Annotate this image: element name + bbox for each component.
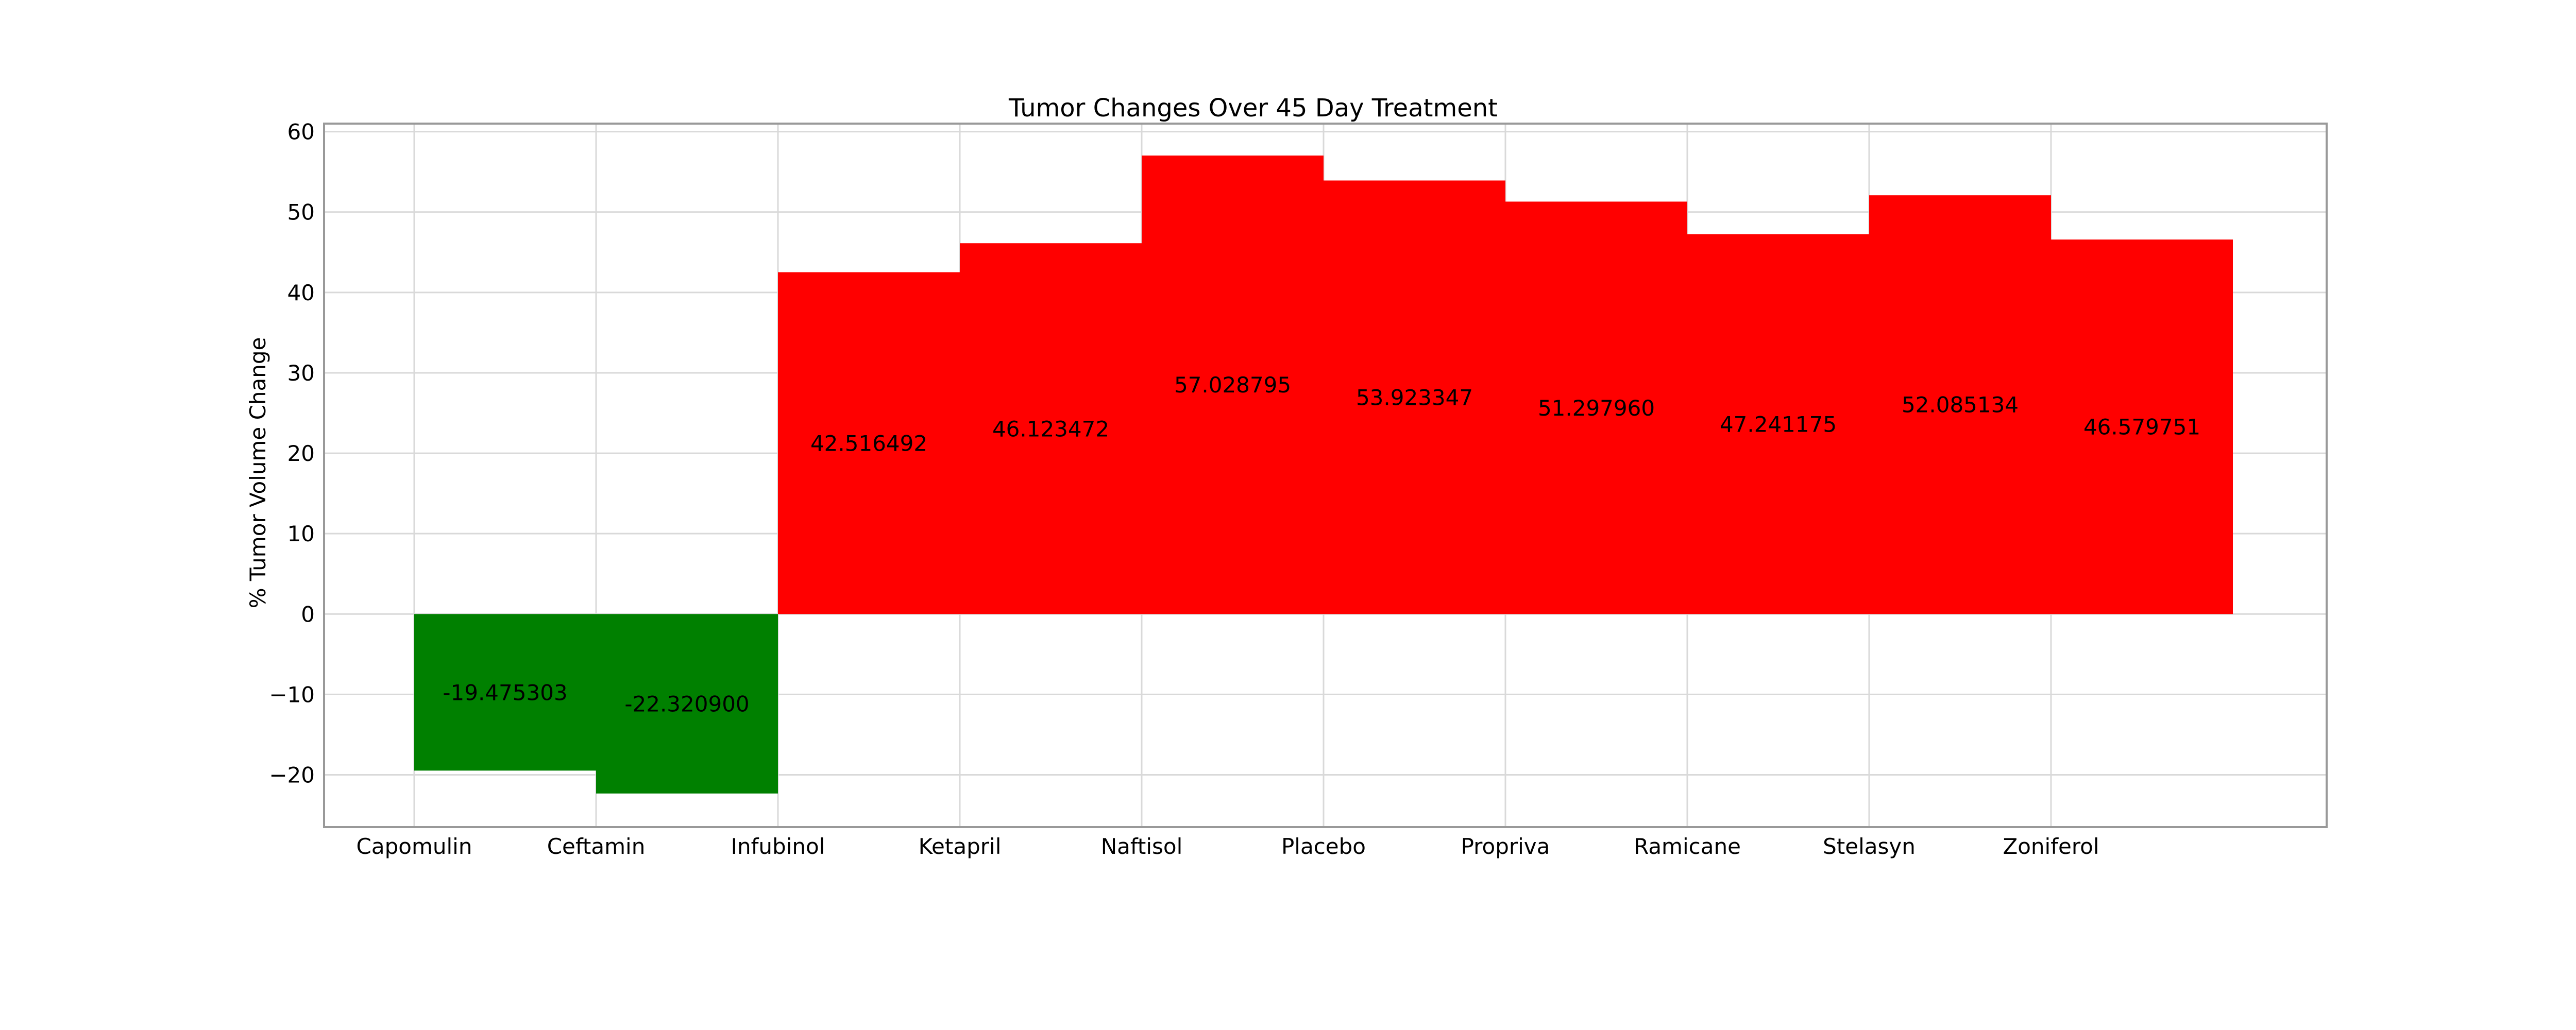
x-tick-label: Capomulin [357,834,472,859]
bar-value-label: 52.085134 [1902,392,2019,418]
y-tick-label: −10 [269,682,315,707]
bar-capomulin [414,614,596,771]
y-tick-label: 0 [301,602,315,627]
bar-ketapril [960,243,1142,614]
y-tick-label: 20 [287,441,315,466]
x-tick-label: Infubinol [731,834,825,859]
y-tick-label: 60 [287,119,315,145]
bar-ramicane [1687,234,1869,614]
bar-propriva [1505,201,1687,614]
y-tick-label: 10 [287,521,315,546]
value-labels-layer: -19.475303 -22.320900 42.516492 46.123472 57… [443,372,2200,716]
bar-value-label: -22.320900 [624,692,749,717]
x-tick-label: Ramicane [1634,834,1741,859]
y-tick-label: 30 [287,360,315,386]
x-tick-label: Ceftamin [547,834,646,859]
bar-ceftamin [596,614,778,794]
bar-value-label: 46.123472 [992,416,1109,441]
bar-placebo [1324,180,1505,614]
axes-frame [323,123,2328,828]
x-tick-label: Ketapril [919,834,1002,859]
y-tick-labels: −20 −10 0 10 20 30 40 50 60 [269,119,315,788]
bar-value-label: 51.297960 [1538,396,1655,421]
bar-infubinol [778,272,960,614]
chart-title: Tumor Changes Over 45 Day Treatment [1008,94,1498,123]
x-tick-label: Stelasyn [1823,834,1916,859]
y-tick-label: 50 [287,200,315,225]
y-tick-label: −20 [269,763,315,788]
bar-zoniferol [2051,239,2233,614]
bar-stelasyn [1869,195,2051,614]
x-tick-labels: Capomulin Ceftamin Infubinol Ketapril Naftis… [357,834,2099,859]
x-tick-label: Naftisol [1101,834,1183,859]
y-tick-label: 40 [287,280,315,305]
bar-value-label: 47.241175 [1720,412,1837,437]
bar-value-label: 42.516492 [810,431,927,456]
bar-naftisol [1142,155,1324,614]
bar-value-label: -19.475303 [443,680,567,705]
y-axis-label: % Tumor Volume Change [245,337,270,609]
bars-layer [414,155,2233,794]
x-tick-label: Propriva [1461,834,1550,859]
x-tick-label: Placebo [1281,834,1366,859]
bar-value-label: 46.579751 [2083,415,2200,440]
x-tick-label: Zoniferol [2003,834,2099,859]
bar-value-label: 53.923347 [1356,385,1473,410]
bar-value-label: 57.028795 [1174,372,1291,398]
